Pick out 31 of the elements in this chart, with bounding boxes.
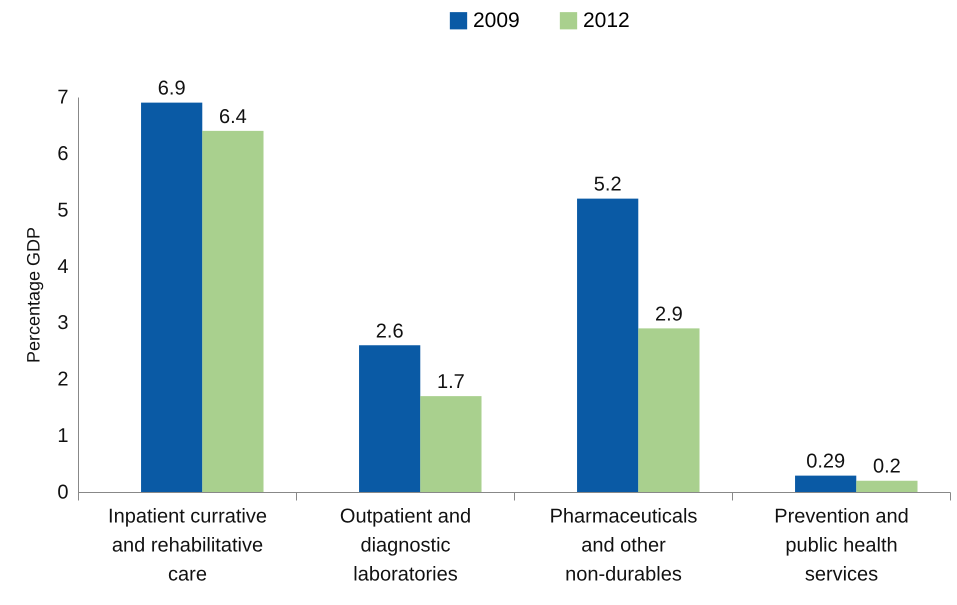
y-tick-label: 3 <box>57 312 68 334</box>
data-label: 2.9 <box>654 303 683 326</box>
bar <box>359 345 420 492</box>
x-tick-label: Prevention and public health services <box>774 506 909 586</box>
bar <box>795 476 856 492</box>
data-label: 0.2 <box>872 456 901 478</box>
bar <box>856 480 918 492</box>
bar <box>141 102 202 492</box>
data-label: 0.29 <box>806 450 846 473</box>
y-tick-label: 6 <box>57 142 68 165</box>
legend-label: 2009 <box>473 8 520 32</box>
data-label: 6.9 <box>158 78 186 100</box>
data-label: 1.7 <box>436 371 465 394</box>
data-label: 6.4 <box>218 106 247 128</box>
bar <box>420 396 482 492</box>
y-tick-label: 0 <box>57 482 68 504</box>
data-label: 5.2 <box>594 174 622 196</box>
data-label: 2.6 <box>376 320 404 342</box>
y-tick-label: 2 <box>57 368 68 391</box>
y-tick-label: 7 <box>57 86 68 108</box>
x-tick-label: Outpatient and diagnostic laboratories <box>340 506 472 586</box>
y-tick-label: 5 <box>57 199 68 222</box>
bar <box>202 130 264 492</box>
bar <box>577 198 638 492</box>
bar <box>638 328 700 492</box>
y-tick-label: 1 <box>57 425 68 448</box>
y-tick-label: 4 <box>57 256 68 278</box>
y-axis-title: Percentage GDP <box>23 226 44 364</box>
legend-label: 2012 <box>583 8 630 32</box>
x-tick-label: Pharmaceuticals and other non-durables <box>550 506 698 586</box>
x-tick-label: Inpatient currative and rehabilitative care <box>108 506 267 586</box>
